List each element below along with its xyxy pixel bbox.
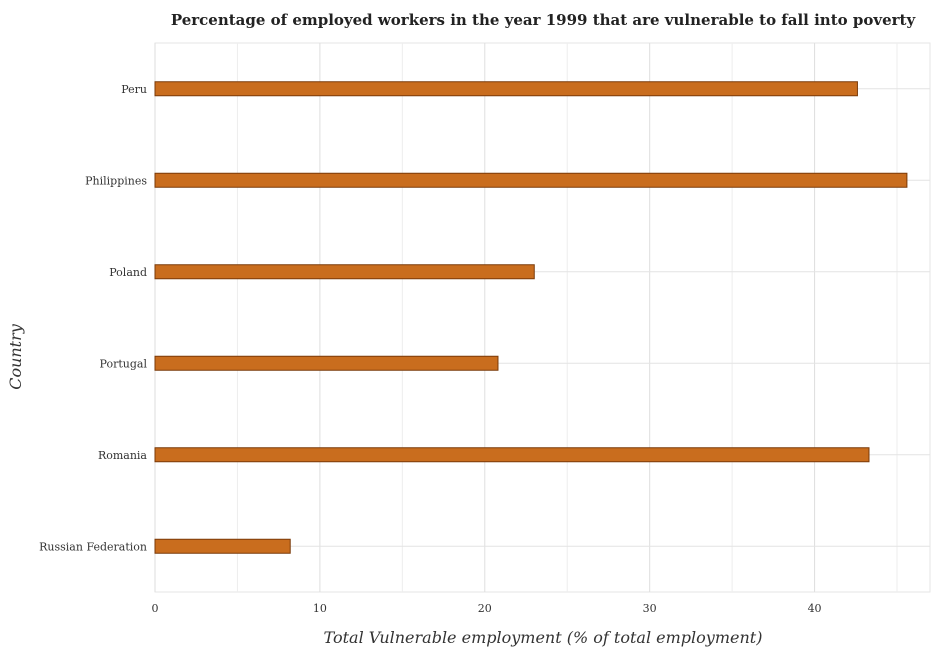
- bar-russian-federation: [154, 538, 291, 554]
- bar-poland: [154, 264, 535, 280]
- bar-peru: [154, 81, 858, 97]
- y-tick-label: Romania: [98, 449, 147, 462]
- y-tick-labels: Peru Philippines Poland Portugal Romania Russ…: [39, 83, 147, 554]
- bar-portugal: [154, 355, 499, 371]
- x-tick-label: 10: [313, 602, 327, 615]
- y-tick-label: Portugal: [100, 357, 148, 370]
- y-axis-label: Country: [6, 323, 25, 390]
- plot-frame: [154, 42, 931, 593]
- y-tick-label: Russian Federation: [39, 540, 147, 553]
- y-tick-label: Philippines: [85, 174, 147, 187]
- bars: [154, 81, 908, 554]
- grid: [154, 42, 931, 593]
- x-tick-labels: 0 10 20 30 40: [152, 602, 822, 615]
- x-tick-label: 40: [808, 602, 822, 615]
- x-tick-label: 30: [643, 602, 657, 615]
- x-tick-label: 0: [152, 602, 159, 615]
- chart-title: Percentage of employed workers in the ye…: [171, 11, 917, 29]
- y-tick-label: Peru: [121, 83, 147, 96]
- x-tick-label: 20: [478, 602, 492, 615]
- bar-romania: [154, 447, 870, 463]
- x-axis-label: Total Vulnerable employment (% of total …: [324, 628, 763, 647]
- y-tick-label: Poland: [109, 266, 147, 279]
- bar-philippines: [154, 172, 908, 188]
